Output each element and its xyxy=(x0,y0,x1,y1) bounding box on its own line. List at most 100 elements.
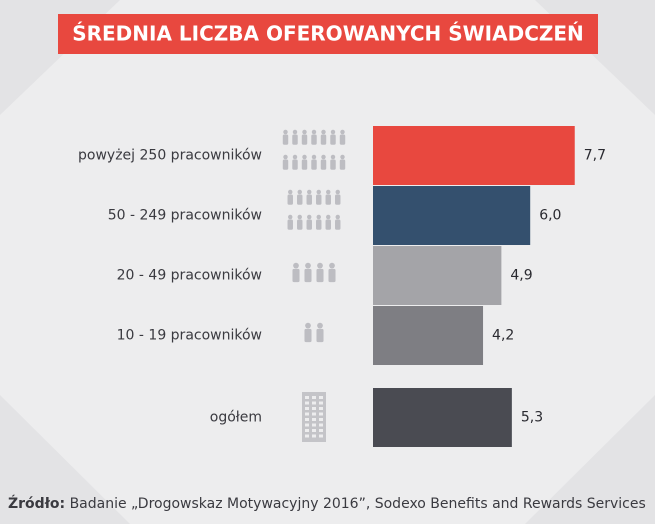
person-icon xyxy=(288,214,293,220)
person-icon xyxy=(301,134,308,145)
person-icon xyxy=(282,159,289,170)
building-window xyxy=(305,423,309,427)
person-icon xyxy=(326,214,331,220)
person-icon xyxy=(305,322,311,329)
building-window xyxy=(305,407,309,410)
person-icon xyxy=(316,268,324,283)
value-label: 4,2 xyxy=(492,328,514,344)
person-icon xyxy=(326,189,331,195)
person-icon xyxy=(283,154,288,160)
person-icon xyxy=(302,154,307,160)
person-icon xyxy=(302,129,307,135)
bar xyxy=(373,246,502,305)
category-label: 20 - 49 pracowników xyxy=(117,268,262,284)
building-icon xyxy=(302,392,326,442)
person-icon xyxy=(317,322,323,329)
person-icon xyxy=(287,219,293,230)
source-label: Źródło: xyxy=(8,494,65,512)
person-icon xyxy=(325,194,331,205)
source: Źródło: Badanie „Drogowskaz Motywacyjny … xyxy=(8,494,646,512)
person-icon xyxy=(292,129,298,135)
chart-title: ŚREDNIA LICZBA OFEROWANYCH ŚWIADCZEŃ xyxy=(72,22,584,46)
person-icon xyxy=(316,194,322,205)
person-icon xyxy=(292,154,298,160)
person-icon xyxy=(311,134,317,145)
person-icon xyxy=(316,219,322,230)
bar xyxy=(373,306,484,365)
person-icon xyxy=(330,154,336,160)
person-icon xyxy=(320,134,327,145)
person-icon xyxy=(311,159,317,170)
person-icon xyxy=(339,159,346,170)
person-icon xyxy=(288,189,293,195)
person-icon xyxy=(306,194,312,205)
building-window xyxy=(319,396,323,399)
person-icon xyxy=(335,189,340,195)
person-icon xyxy=(317,262,323,269)
person-icon xyxy=(321,129,326,135)
person-icon xyxy=(297,189,302,195)
person-icon xyxy=(304,328,312,343)
bar xyxy=(373,126,575,185)
person-icon xyxy=(307,189,312,195)
bar xyxy=(373,388,512,447)
person-icon xyxy=(335,214,340,220)
building-window xyxy=(305,434,309,438)
person-icon xyxy=(335,219,341,230)
title-banner xyxy=(58,14,598,54)
person-icon xyxy=(316,189,321,195)
person-icon xyxy=(330,159,336,170)
person-icon xyxy=(292,159,298,170)
building-window xyxy=(312,407,316,410)
person-icon xyxy=(282,134,289,145)
value-label: 6,0 xyxy=(539,208,561,224)
person-icon xyxy=(306,219,312,230)
building-window xyxy=(312,423,316,427)
person-icon xyxy=(297,214,302,220)
person-icon xyxy=(335,194,341,205)
category-label: powyżej 250 pracowników xyxy=(78,148,262,164)
building-window xyxy=(305,429,309,432)
building-window xyxy=(319,418,323,421)
building-window xyxy=(312,412,316,416)
category-label: 50 - 249 pracowników xyxy=(108,208,262,224)
person-icon xyxy=(297,219,303,230)
building-window xyxy=(319,429,323,432)
building-window xyxy=(312,418,316,421)
category-label: 10 - 19 pracowników xyxy=(117,328,262,344)
value-label: 5,3 xyxy=(521,410,543,426)
building-window xyxy=(312,429,316,432)
person-icon xyxy=(329,262,335,269)
building-window xyxy=(312,396,316,399)
person-icon xyxy=(340,154,345,160)
person-icon xyxy=(339,134,346,145)
person-icon xyxy=(340,129,345,135)
person-icon xyxy=(293,262,299,269)
person-icon xyxy=(292,134,298,145)
person-icon xyxy=(305,262,311,269)
bar xyxy=(373,186,531,245)
building-window xyxy=(312,401,316,405)
person-icon xyxy=(297,194,303,205)
source-text: Badanie „Drogowskaz Motywacyjny 2016”, S… xyxy=(70,496,646,512)
building-window xyxy=(305,418,309,421)
person-icon xyxy=(311,154,317,160)
person-icon xyxy=(325,219,331,230)
building-window xyxy=(319,407,323,410)
person-icon xyxy=(321,154,326,160)
person-icon xyxy=(316,214,321,220)
building-window xyxy=(305,412,309,416)
value-label: 7,7 xyxy=(584,148,606,164)
person-icon xyxy=(330,129,336,135)
category-label: ogółem xyxy=(210,410,262,426)
person-icon xyxy=(316,328,324,343)
building-window xyxy=(319,434,323,438)
person-icon xyxy=(301,159,308,170)
person-icon xyxy=(330,134,336,145)
person-icon xyxy=(320,159,327,170)
person-icon xyxy=(307,214,312,220)
person-icon xyxy=(283,129,288,135)
building-window xyxy=(312,434,316,438)
person-icon xyxy=(292,268,300,283)
